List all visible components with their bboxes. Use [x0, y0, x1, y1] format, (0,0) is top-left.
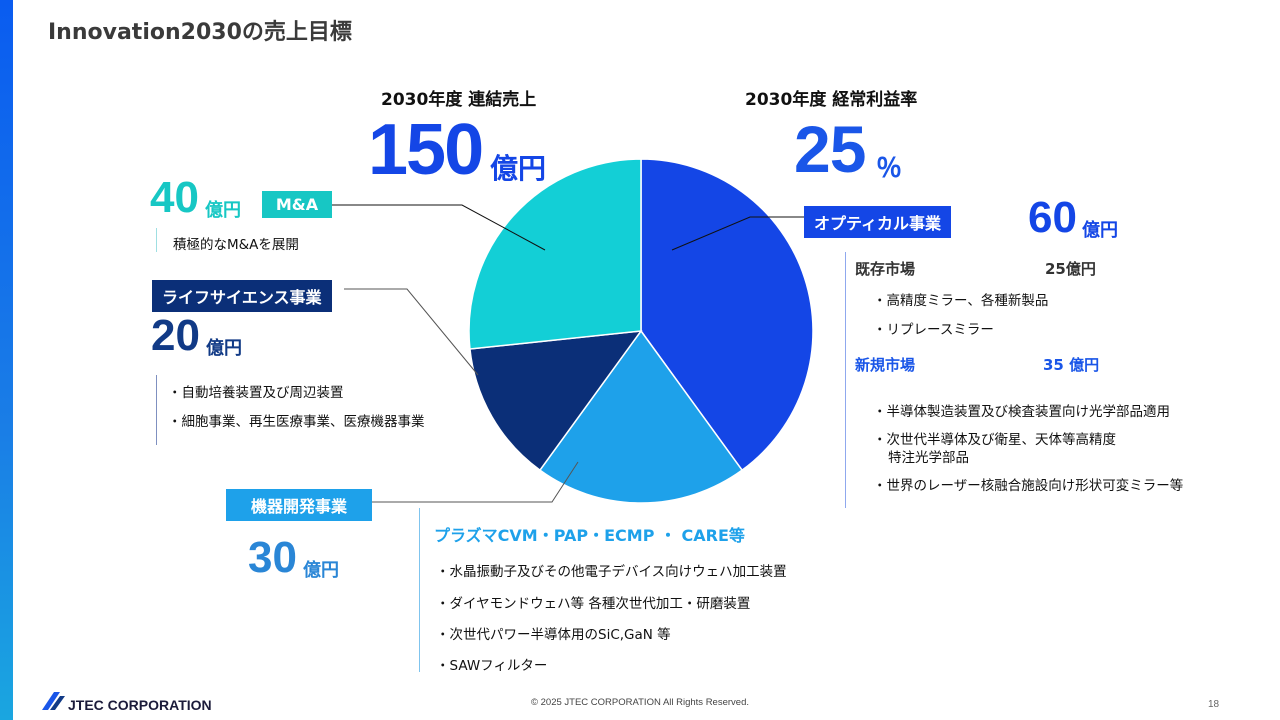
existing-bullet-1: ・高精度ミラー、各種新製品	[873, 293, 1049, 309]
ma-bullet: 積極的なM&Aを展開	[173, 237, 299, 253]
new-market-label: 新規市場	[855, 356, 916, 374]
pie-slice-ma	[468, 158, 642, 350]
pie-slice-optical	[640, 158, 814, 472]
equipment-value: 30	[248, 533, 297, 582]
new-bullet-2: ・次世代半導体及び衛星、天体等高精度	[873, 432, 1116, 448]
existing-market-value: 25億円	[1045, 260, 1096, 278]
jtec-logo-text: JTEC CORPORATION	[68, 697, 212, 713]
equipment-divider	[419, 508, 420, 672]
equipment-bullet-3: ・次世代パワー半導体用のSiC,GaN 等	[436, 627, 671, 643]
optical-divider	[845, 252, 846, 508]
new-bullet-1: ・半導体製造装置及び検査装置向け光学部品適用	[873, 404, 1170, 420]
leader-ma	[332, 204, 546, 251]
equipment-unit: 億円	[303, 560, 339, 581]
leader-optical	[671, 216, 804, 251]
equipment-subtitle: プラズマCVM・PAP・ECMP ・ CARE等	[434, 526, 745, 545]
jtec-logo-mark-icon	[42, 692, 65, 710]
ma-value: 40	[150, 173, 199, 222]
optical-unit: 億円	[1082, 220, 1118, 241]
equipment-bullet-2: ・ダイヤモンドウェハ等 各種次世代加工・研磨装置	[436, 596, 751, 612]
new-bullet-3: ・世界のレーザー核融合施設向け形状可変ミラー等	[873, 478, 1184, 494]
accent-bar	[0, 0, 13, 720]
equipment-tag: 機器開発事業	[226, 489, 372, 521]
life-bullet-1: ・自動培養装置及び周辺装置	[168, 385, 344, 401]
page-title: Innovation2030の売上目標	[48, 20, 352, 45]
life-unit: 億円	[206, 338, 242, 359]
optical-value: 60	[1028, 193, 1077, 242]
equipment-bullet-4: ・SAWフィルター	[436, 658, 548, 674]
leader-equipment	[371, 461, 579, 503]
pie-slice-life	[469, 330, 643, 472]
life-divider	[156, 375, 157, 445]
existing-market-label: 既存市場	[855, 260, 916, 278]
margin-label: 2030年度 経常利益率	[745, 90, 918, 110]
new-bullet-2-cont: 特注光学部品	[888, 450, 969, 466]
page-number: 18	[1208, 699, 1220, 710]
margin-value: 25	[794, 112, 866, 186]
margin-unit: ％	[876, 154, 903, 184]
life-tag: ライフサイエンス事業	[152, 280, 332, 312]
ma-divider	[156, 228, 157, 252]
pie-slice-equipment	[538, 329, 744, 504]
ma-tag: M&A	[262, 191, 332, 218]
copyright: © 2025 JTEC CORPORATION All Rights Reser…	[531, 697, 749, 708]
optical-tag: オプティカル事業	[804, 206, 952, 238]
existing-bullet-2: ・リプレースミラー	[873, 322, 994, 338]
life-bullet-2: ・細胞事業、再生医療事業、医療機器事業	[168, 414, 425, 430]
leader-life	[344, 288, 479, 376]
equipment-bullet-1: ・水晶振動子及びその他電子デバイス向けウェハ加工装置	[436, 564, 787, 580]
sales-label: 2030年度 連結売上	[381, 90, 537, 110]
ma-unit: 億円	[205, 200, 241, 221]
life-value: 20	[151, 311, 200, 360]
new-market-value: 35 億円	[1043, 356, 1100, 374]
sales-value: 150	[368, 110, 484, 190]
sales-unit: 億円	[490, 152, 547, 185]
